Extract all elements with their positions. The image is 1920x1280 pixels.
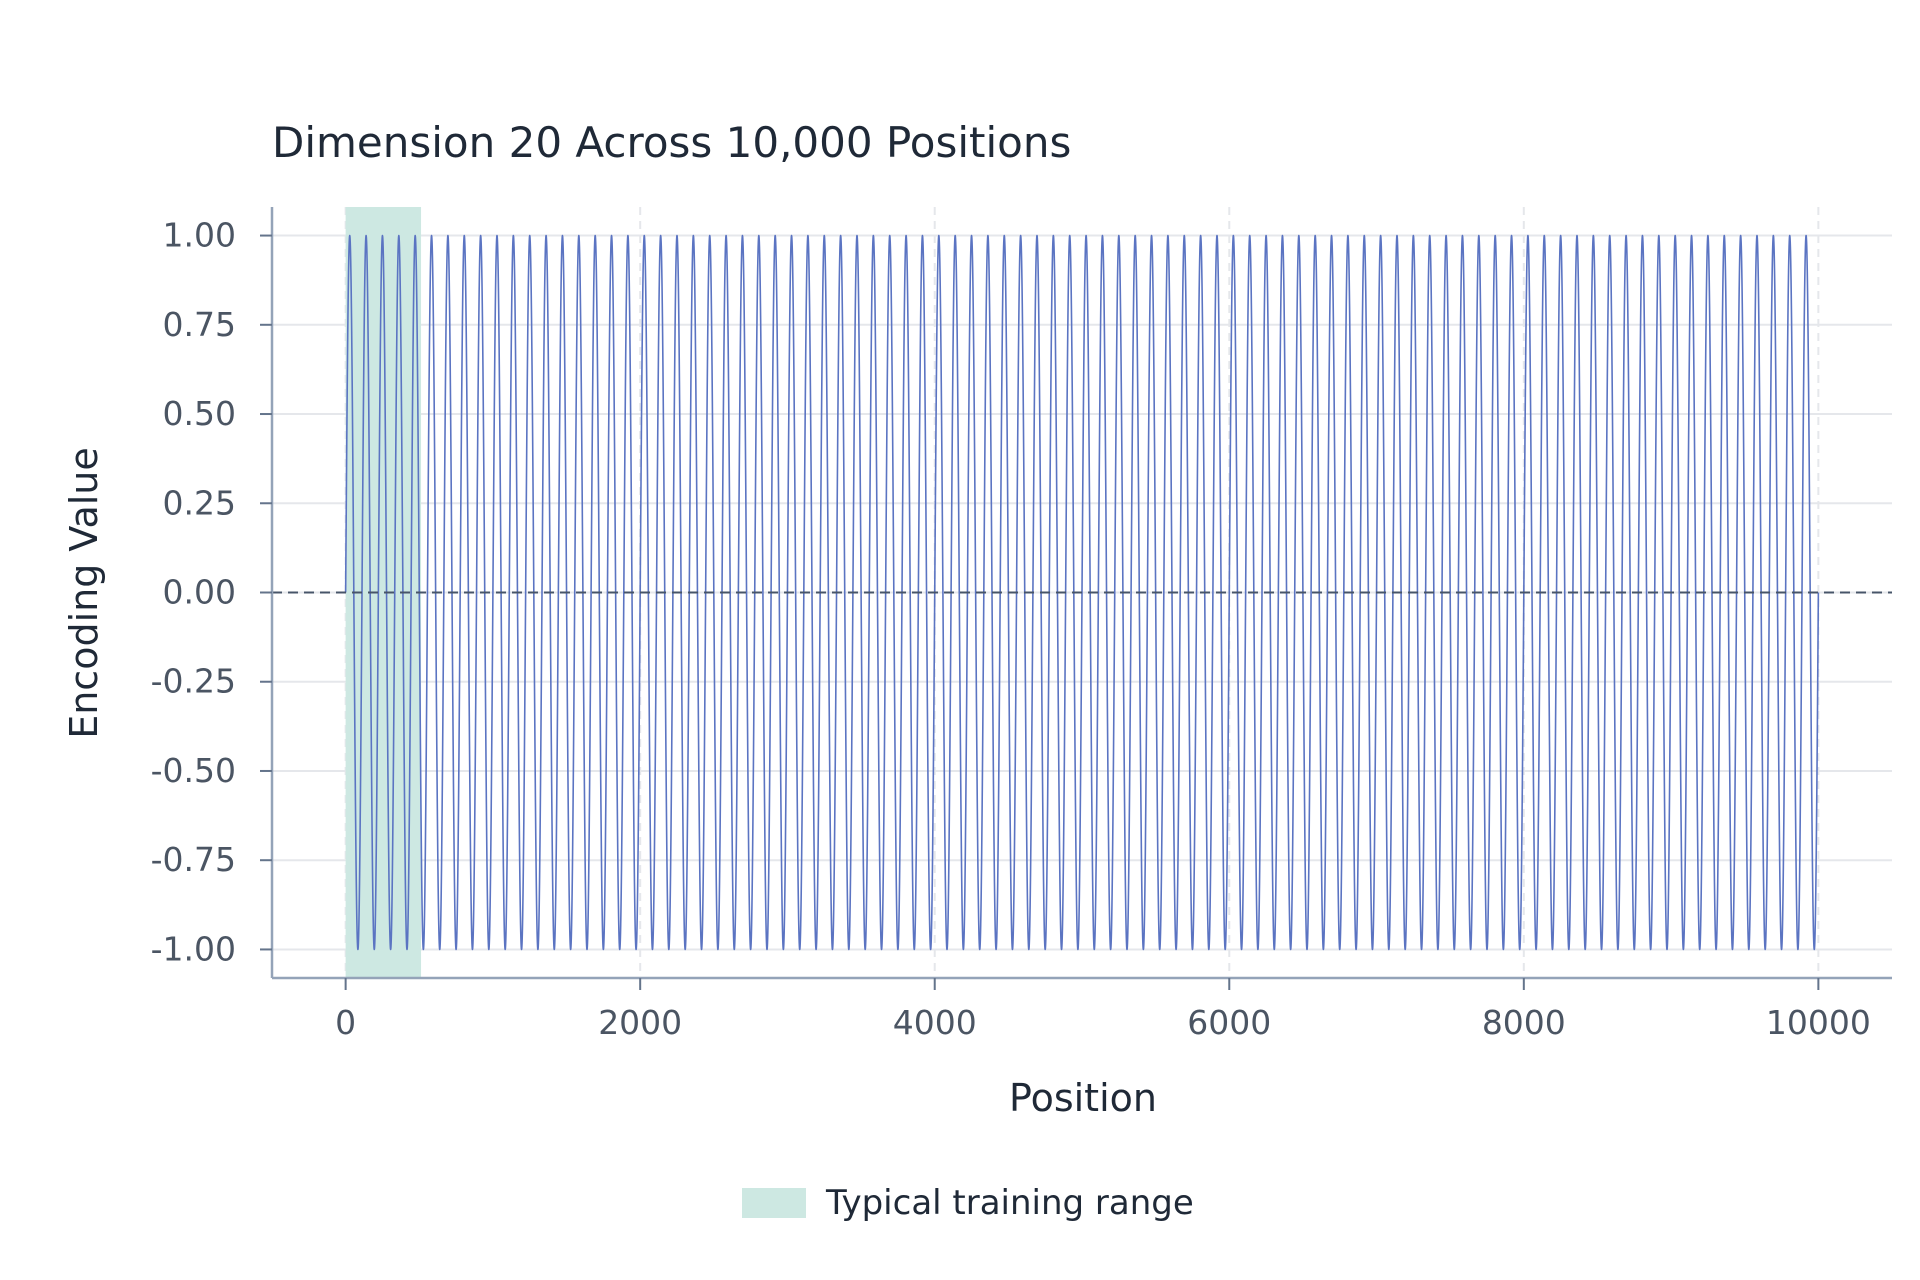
x-tick-label: 6000	[1187, 1003, 1271, 1042]
x-tick-label: 0	[335, 1003, 356, 1042]
y-tick-label: 0.25	[163, 483, 236, 522]
y-axis-title: Encoding Value	[62, 447, 106, 739]
x-tick-label: 4000	[893, 1003, 977, 1042]
x-tick-label: 10000	[1766, 1003, 1871, 1042]
legend-label: Typical training range	[825, 1183, 1194, 1223]
legend: Typical training range	[742, 1183, 1194, 1223]
y-tick-label: 0.00	[163, 573, 236, 612]
y-tick-label: -1.00	[151, 929, 236, 968]
x-tick-label: 8000	[1482, 1003, 1566, 1042]
ticks-layer: 1.00 0.75 0.50 0.25 0.00 -0.25 -0.50 -0.75 -1.00…	[151, 216, 1871, 1042]
y-tick-label: -0.50	[151, 751, 236, 790]
y-tick-label: -0.75	[151, 840, 236, 879]
y-tick-label: 1.00	[163, 216, 236, 255]
y-tick-label: -0.25	[151, 662, 236, 701]
y-tick-label: 0.50	[163, 394, 236, 433]
legend-swatch	[742, 1188, 806, 1218]
x-axis-title: Position	[1009, 1076, 1157, 1120]
y-tick-label: 0.75	[163, 305, 236, 344]
chart-title: Dimension 20 Across 10,000 Positions	[272, 118, 1071, 167]
x-tick-label: 2000	[598, 1003, 682, 1042]
